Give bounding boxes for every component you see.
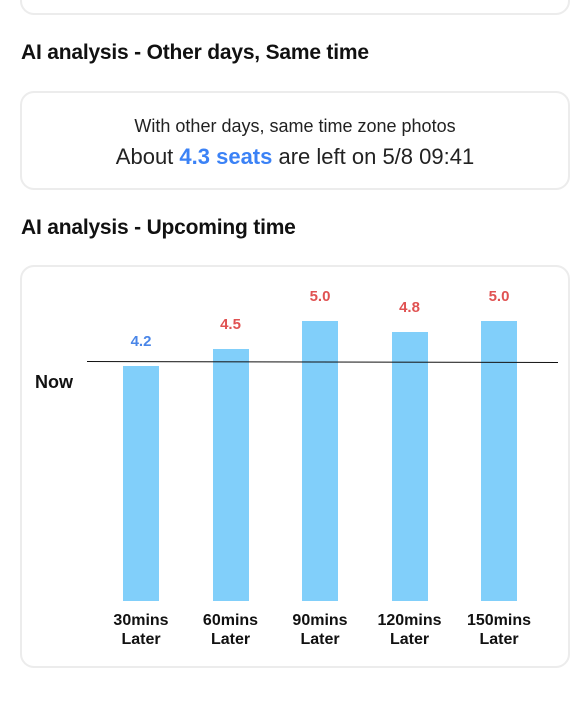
x-axis-label: 60mins Later	[189, 611, 273, 649]
other-days-card: With other days, same time zone photos A…	[20, 91, 570, 190]
x-axis-label-line: 120mins	[377, 612, 442, 629]
x-axis-label: 90mins Later	[278, 611, 362, 649]
x-axis-label-line: Later	[479, 631, 519, 648]
chart-bar	[391, 332, 428, 601]
x-axis-label-line: Later	[300, 631, 340, 648]
previous-card	[20, 0, 570, 15]
upcoming-heading: AI analysis - Upcoming time	[21, 216, 296, 239]
upcoming-chart-card	[20, 265, 570, 668]
bar-value-label: 4.8	[399, 299, 420, 317]
chart-bar	[302, 321, 338, 601]
now-label: Now	[35, 372, 73, 392]
bar-value-label: 5.0	[309, 288, 331, 305]
seats-suffix: are left on 5/8 09:41	[272, 144, 475, 169]
other-days-heading: AI analysis - Other days, Same time	[21, 41, 369, 64]
x-axis-label-line: Later	[210, 631, 251, 648]
x-axis-label-line: Later	[389, 631, 430, 648]
x-axis-label-line: Later	[121, 631, 161, 648]
x-axis-label-line: 60mins	[202, 612, 259, 629]
chart-bar	[212, 349, 249, 601]
bar-value-label: 4.5	[220, 316, 241, 333]
seats-prefix: About	[115, 144, 180, 169]
x-axis-label: 30mins Later	[99, 611, 183, 649]
x-axis-label-line: 30mins	[113, 612, 169, 629]
chart-bar	[481, 321, 517, 601]
x-axis-label: 150mins Later	[457, 611, 541, 649]
other-days-description: With other days, same time zone photos	[134, 116, 456, 136]
x-axis-label-line: 90mins	[292, 612, 348, 629]
x-axis-label: 120mins Later	[368, 611, 452, 649]
seats-value: 4.3 seats	[179, 144, 273, 169]
seats-estimate: About 4.3 seats are left on 5/8 09:41	[22, 144, 568, 170]
bar-value-label: 5.0	[488, 288, 510, 305]
x-axis-label-line: 150mins	[466, 612, 532, 629]
chart-bar	[123, 365, 159, 601]
bar-value-label: 4.2	[130, 332, 152, 350]
